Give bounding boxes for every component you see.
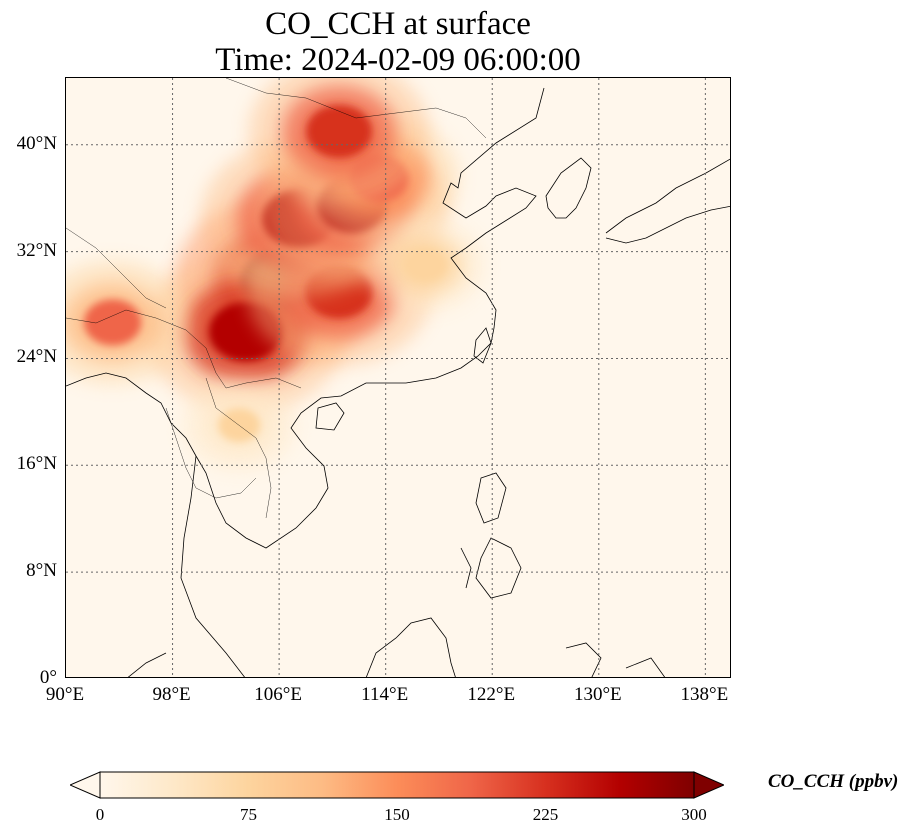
lat-tick-label: 16°N: [16, 453, 57, 475]
concentration-field: [66, 78, 485, 471]
lon-tick-label: 90°E: [45, 684, 85, 705]
colorbar-min-arrow: [70, 771, 101, 799]
lon-tick-label: 114°E: [361, 684, 409, 705]
colorbar-tick-label: 225: [532, 805, 559, 824]
plume-myanmar-india-border: [66, 260, 191, 385]
plume-inner-mongolia: [248, 78, 430, 204]
colorbar-tick-label: 75: [240, 805, 257, 824]
lat-tick-label: 24°N: [16, 346, 57, 368]
lat-tick-label: 40°N: [16, 132, 57, 154]
lon-tick-label: 122°E: [467, 684, 516, 705]
lat-tick-label: 0°: [39, 667, 57, 688]
map-title: CO_CCH at surface: [265, 6, 531, 42]
colorbar-label: CO_CCH (ppbv): [768, 771, 899, 792]
lon-tick-label: 138°E: [680, 684, 729, 705]
coastlines: [66, 87, 730, 677]
map-time: Time: 2024-02-09 06:00:00: [215, 42, 581, 78]
plume-east-china: [366, 217, 485, 313]
colorbar-body: [99, 771, 695, 799]
lon-tick-label: 98°E: [152, 684, 191, 705]
lon-tick-label: 130°E: [573, 684, 622, 705]
lat-tick-label: 32°N: [16, 239, 57, 261]
colorbar-max-arrow: [693, 771, 724, 799]
colorbar-tick-label: 0: [95, 805, 105, 824]
map-canvas: [66, 78, 730, 677]
lat-tick-label: 8°N: [26, 560, 57, 582]
colorbar: [70, 771, 724, 799]
colorbar-tick-label: 150: [384, 805, 410, 824]
map-panel[interactable]: [65, 77, 731, 678]
colorbar-tick-label: 300: [681, 805, 707, 824]
lon-tick-label: 106°E: [254, 684, 302, 705]
